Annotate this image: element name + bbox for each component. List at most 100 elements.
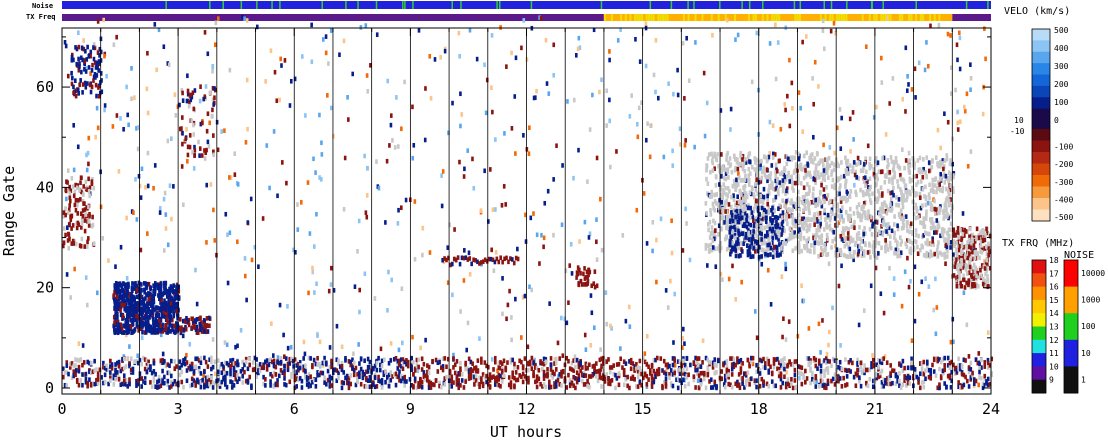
data-cell bbox=[560, 222, 564, 228]
data-cell bbox=[121, 302, 125, 308]
data-cell bbox=[138, 371, 142, 376]
data-cell bbox=[874, 243, 877, 249]
data-cell bbox=[143, 357, 147, 362]
data-cell bbox=[874, 196, 877, 202]
data-cell bbox=[116, 311, 119, 317]
data-cell bbox=[948, 365, 952, 371]
data-cell bbox=[585, 282, 588, 287]
data-cell bbox=[241, 14, 244, 20]
data-cell bbox=[713, 220, 717, 226]
data-cell bbox=[732, 193, 735, 198]
data-cell bbox=[711, 230, 714, 235]
data-cell bbox=[892, 165, 896, 171]
data-cell bbox=[117, 376, 121, 382]
data-cell bbox=[542, 361, 546, 367]
data-cell bbox=[403, 79, 406, 85]
data-cell bbox=[116, 286, 119, 292]
data-cell bbox=[650, 376, 654, 381]
data-cell bbox=[572, 383, 575, 388]
data-cell bbox=[167, 329, 170, 334]
data-cell bbox=[122, 356, 126, 362]
data-cell bbox=[74, 182, 77, 188]
data-cell bbox=[688, 257, 692, 263]
data-cell bbox=[396, 358, 400, 364]
data-cell bbox=[82, 46, 86, 52]
data-cell bbox=[719, 108, 723, 113]
data-cell bbox=[459, 123, 462, 129]
data-cell bbox=[315, 281, 318, 287]
data-cell bbox=[782, 171, 786, 177]
data-cell bbox=[805, 243, 809, 249]
data-cell bbox=[520, 374, 523, 380]
data-cell bbox=[599, 196, 602, 202]
data-cell bbox=[509, 357, 513, 363]
data-cell bbox=[234, 344, 237, 350]
data-cell bbox=[342, 38, 346, 44]
data-cell bbox=[849, 369, 852, 374]
data-cell bbox=[162, 44, 166, 50]
data-cell bbox=[797, 249, 801, 255]
data-cell bbox=[635, 366, 638, 371]
data-cell bbox=[445, 374, 448, 380]
data-cell bbox=[927, 374, 931, 380]
data-cell bbox=[797, 177, 800, 182]
data-cell bbox=[161, 329, 165, 334]
data-cell bbox=[405, 358, 408, 363]
data-cell bbox=[182, 360, 185, 366]
data-cell bbox=[203, 148, 206, 153]
data-cell bbox=[882, 356, 886, 361]
data-cell bbox=[723, 384, 727, 390]
data-cell bbox=[544, 384, 548, 390]
data-cell bbox=[307, 372, 311, 377]
data-cell bbox=[912, 211, 916, 217]
data-cell bbox=[848, 206, 852, 212]
data-cell bbox=[899, 363, 903, 368]
data-cell bbox=[136, 378, 140, 383]
data-cell bbox=[582, 382, 586, 387]
data-cell bbox=[87, 161, 90, 167]
data-cell bbox=[164, 280, 168, 286]
data-cell bbox=[449, 262, 452, 268]
data-cell bbox=[942, 228, 946, 233]
data-cell bbox=[459, 366, 462, 371]
data-cell bbox=[210, 379, 213, 385]
data-cell bbox=[772, 151, 775, 157]
data-cell bbox=[973, 381, 976, 387]
data-cell bbox=[871, 244, 875, 249]
data-cell bbox=[741, 361, 744, 366]
data-cell bbox=[729, 204, 733, 210]
data-cell bbox=[118, 282, 122, 288]
data-cell bbox=[289, 344, 293, 350]
data-cell bbox=[924, 376, 927, 382]
data-cell bbox=[91, 62, 94, 68]
data-cell bbox=[319, 370, 323, 376]
data-cell bbox=[666, 305, 670, 310]
data-cell bbox=[694, 385, 697, 390]
data-cell bbox=[822, 142, 825, 148]
data-cell bbox=[939, 359, 943, 365]
data-cell bbox=[329, 282, 333, 287]
noise-spike bbox=[375, 1, 378, 9]
data-cell bbox=[835, 359, 838, 365]
data-cell bbox=[751, 355, 755, 361]
data-cell bbox=[316, 355, 319, 361]
data-cell bbox=[747, 173, 750, 178]
data-cell bbox=[230, 385, 234, 390]
data-cell bbox=[213, 380, 217, 386]
data-cell bbox=[549, 384, 553, 390]
data-cell bbox=[849, 149, 852, 154]
data-cell bbox=[900, 239, 904, 244]
data-cell bbox=[204, 84, 208, 89]
data-cell bbox=[228, 230, 232, 236]
data-cell bbox=[775, 185, 778, 191]
data-cell bbox=[728, 156, 732, 161]
txfreq-flicker bbox=[773, 14, 776, 21]
data-cell bbox=[133, 317, 137, 323]
data-cell bbox=[443, 256, 446, 261]
data-cell bbox=[281, 160, 284, 165]
data-cell bbox=[139, 290, 142, 295]
data-cell bbox=[725, 153, 729, 158]
data-cell bbox=[814, 384, 818, 389]
data-cell bbox=[875, 372, 879, 378]
data-cell bbox=[178, 326, 182, 332]
